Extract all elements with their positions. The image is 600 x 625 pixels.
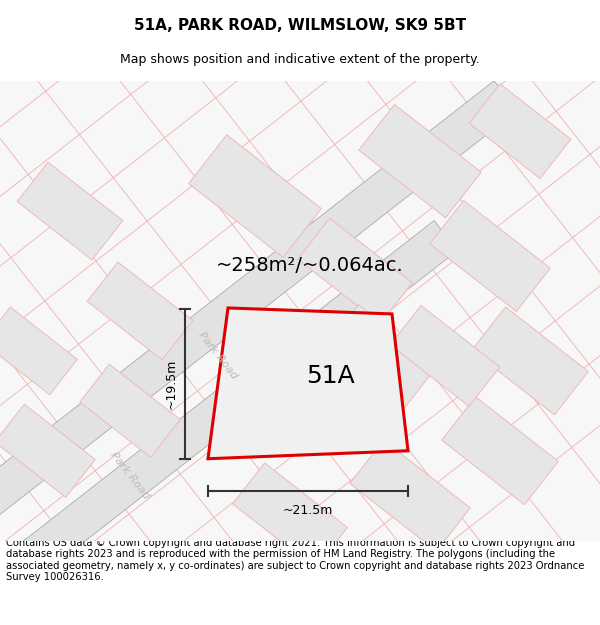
Text: 51A, PARK ROAD, WILMSLOW, SK9 5BT: 51A, PARK ROAD, WILMSLOW, SK9 5BT xyxy=(134,18,466,33)
Polygon shape xyxy=(87,262,193,360)
Polygon shape xyxy=(248,321,392,449)
Polygon shape xyxy=(469,84,571,179)
Text: ~19.5m: ~19.5m xyxy=(164,359,178,409)
Polygon shape xyxy=(0,307,77,395)
Polygon shape xyxy=(0,81,518,541)
Text: ~258m²/~0.064ac.: ~258m²/~0.064ac. xyxy=(216,256,404,276)
Polygon shape xyxy=(248,401,310,449)
Polygon shape xyxy=(442,397,559,504)
Text: ~21.5m: ~21.5m xyxy=(283,504,333,517)
Polygon shape xyxy=(430,201,550,311)
Text: Map shows position and indicative extent of the property.: Map shows position and indicative extent… xyxy=(120,52,480,66)
Text: 51A: 51A xyxy=(305,364,355,388)
Polygon shape xyxy=(390,306,500,406)
Polygon shape xyxy=(472,307,589,415)
Polygon shape xyxy=(350,440,470,551)
Polygon shape xyxy=(208,308,408,459)
Text: Contains OS data © Crown copyright and database right 2021. This information is : Contains OS data © Crown copyright and d… xyxy=(6,538,584,582)
Polygon shape xyxy=(0,404,95,498)
Polygon shape xyxy=(303,305,437,437)
Polygon shape xyxy=(80,364,180,458)
Polygon shape xyxy=(0,221,458,625)
Polygon shape xyxy=(188,135,322,258)
Polygon shape xyxy=(359,104,481,218)
Polygon shape xyxy=(0,81,600,541)
Polygon shape xyxy=(233,463,347,568)
Polygon shape xyxy=(298,218,412,324)
Polygon shape xyxy=(17,162,123,260)
Text: Park Road: Park Road xyxy=(197,331,239,381)
Text: Park Road: Park Road xyxy=(109,450,151,501)
